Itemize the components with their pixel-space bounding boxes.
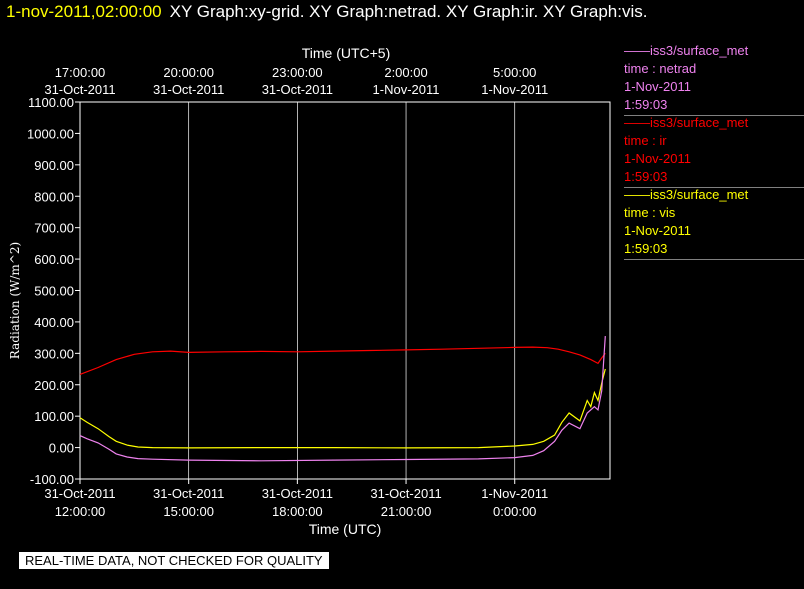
y-tick-label: 400.00 xyxy=(34,315,74,330)
top-x-tick-label-date: 1-Nov-2011 xyxy=(373,82,440,97)
y-tick-label: 700.00 xyxy=(34,221,74,236)
header-timestamp: 1-nov-2011,02:00:00 xyxy=(6,2,162,21)
top-x-tick-label-time: 23:00:00 xyxy=(272,65,323,80)
legend-time: 1:59:03 xyxy=(624,97,668,112)
legend-field: time : ir xyxy=(624,133,667,148)
top-x-tick-label-time: 20:00:00 xyxy=(163,65,214,80)
x-tick-label-date: 1-Nov-2011 xyxy=(481,486,548,501)
plot-frame xyxy=(79,101,611,480)
series-line xyxy=(79,336,606,462)
legend-time: 1:59:03 xyxy=(624,169,668,184)
top-x-tick-label-date: 31-Oct-2011 xyxy=(262,82,333,97)
y-tick-label: -100.00 xyxy=(30,472,74,487)
top-x-axis-label: Time (UTC+5) xyxy=(302,45,391,61)
y-tick-label: 600.00 xyxy=(34,252,74,267)
legend-field: time : netrad xyxy=(624,61,697,76)
x-tick-label-time: 15:00:00 xyxy=(163,504,214,519)
y-tick-label: 1000.00 xyxy=(27,126,74,141)
x-tick-label-date: 31-Oct-2011 xyxy=(44,486,115,501)
y-tick-label: 0.00 xyxy=(49,441,74,456)
y-tick-label: 900.00 xyxy=(34,158,74,173)
y-tick-label: 300.00 xyxy=(34,346,74,361)
legend-entry-netrad: ——iss3/surface_met time : netrad 1-Nov-2… xyxy=(624,42,804,116)
legend-source: ——iss3/surface_met xyxy=(624,43,749,58)
top-x-tick-label-date: 1-Nov-2011 xyxy=(481,82,548,97)
quality-banner: REAL-TIME DATA, NOT CHECKED FOR QUALITY xyxy=(19,552,329,569)
legend-source: ——iss3/surface_met xyxy=(624,187,749,202)
top-x-tick-label-date: 31-Oct-2011 xyxy=(153,82,224,97)
y-tick-label: 1100.00 xyxy=(28,95,74,110)
x-tick-label-time: 0:00:00 xyxy=(493,504,536,519)
top-x-tick-label-time: 17:00:00 xyxy=(55,65,106,80)
legend-entry-vis: ——iss3/surface_met time : vis 1-Nov-2011… xyxy=(624,186,804,260)
legend-date: 1-Nov-2011 xyxy=(624,79,691,94)
top-x-tick-label-time: 2:00:00 xyxy=(384,65,427,80)
y-tick-label: 800.00 xyxy=(34,189,74,204)
legend-date: 1-Nov-2011 xyxy=(624,151,691,166)
legend-entry-ir: ——iss3/surface_met time : ir 1-Nov-2011 … xyxy=(624,114,804,188)
x-tick-label-time: 21:00:00 xyxy=(381,504,432,519)
y-axis-label: Radiation (W/m^2) xyxy=(8,242,22,359)
header: 1-nov-2011,02:00:00 XY Graph:xy-grid. XY … xyxy=(6,2,647,22)
x-tick-label-time: 18:00:00 xyxy=(272,504,323,519)
top-x-tick-label-time: 5:00:00 xyxy=(493,65,536,80)
x-tick-label-date: 31-Oct-2011 xyxy=(153,486,224,501)
legend-date: 1-Nov-2011 xyxy=(624,223,691,238)
y-tick-label: 100.00 xyxy=(34,409,74,424)
x-tick-label-date: 31-Oct-2011 xyxy=(262,486,333,501)
legend-field: time : vis xyxy=(624,205,676,220)
y-tick-label: 500.00 xyxy=(34,284,74,299)
x-tick-label-date: 31-Oct-2011 xyxy=(370,486,441,501)
series-line xyxy=(79,346,606,375)
series-line xyxy=(79,368,606,449)
legend-source: ——iss3/surface_met xyxy=(624,115,749,130)
y-tick-label: 200.00 xyxy=(34,378,74,393)
legend-time: 1:59:03 xyxy=(624,241,668,256)
x-axis-label: Time (UTC) xyxy=(309,521,382,537)
top-x-tick-label-date: 31-Oct-2011 xyxy=(44,82,115,97)
header-graph-list: XY Graph:xy-grid. XY Graph:netrad. XY Gr… xyxy=(169,2,648,21)
x-tick-label-time: 12:00:00 xyxy=(55,504,106,519)
